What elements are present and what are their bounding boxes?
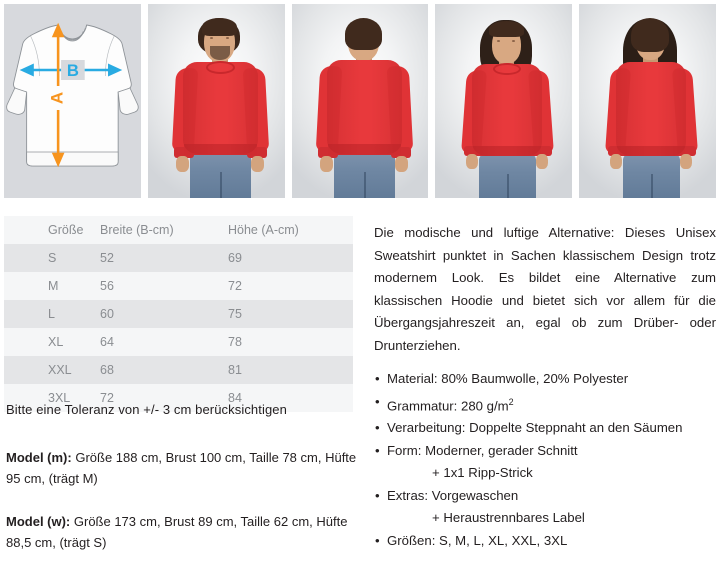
table-header-row: Größe Breite (B-cm) Höhe (A-cm)	[4, 216, 353, 244]
feature-text: + Heraustrennbares Label	[432, 510, 585, 526]
cell-size: 3XL	[48, 391, 71, 405]
cell-height: 69	[228, 251, 242, 265]
cell-size: XL	[48, 335, 64, 349]
diagram-width-label: B	[67, 61, 79, 80]
size-chart-table: Größe Breite (B-cm) Höhe (A-cm) S 52 69 …	[4, 216, 353, 412]
feature-text: Größen: S, M, L, XL, XXL, 3XL	[387, 532, 568, 548]
model-female-front-figure	[435, 4, 572, 198]
feature-form: Form: Moderner, gerader Schnitt	[374, 440, 718, 463]
feature-text: Material: 80% Baumwolle, 20% Polyester	[387, 371, 629, 386]
cell-height: 81	[228, 363, 242, 377]
product-image-gallery: B A	[4, 4, 716, 198]
table-row: S 52 69	[4, 244, 353, 272]
model-male-values: Größe 188 cm, Brust 100 cm, Taille 78 cm…	[6, 450, 357, 486]
model-male-front-figure	[148, 4, 285, 198]
model-female-values: Größe 173 cm, Brust 89 cm, Taille 62 cm,…	[6, 514, 348, 550]
cell-height: 84	[228, 391, 242, 405]
cell-size: L	[48, 307, 55, 321]
cell-width: 60	[100, 307, 114, 321]
cell-width: 72	[100, 391, 114, 405]
table-row: M 56 72	[4, 272, 353, 300]
gallery-panel-technical-drawing[interactable]: B A	[4, 4, 141, 198]
model-male-label: Model (m):	[6, 450, 72, 465]
model-male-measurements: Model (m): Größe 188 cm, Brust 100 cm, T…	[6, 447, 358, 489]
gallery-panel-male-front[interactable]	[147, 4, 285, 198]
cell-size: M	[48, 279, 59, 293]
column-header-size: Größe	[48, 223, 84, 237]
model-female-back-figure	[579, 4, 716, 198]
feature-text: + 1x1 Ripp-Strick	[432, 465, 533, 481]
cell-width: 64	[100, 335, 114, 349]
feature-text: Extras: Vorgewaschen	[387, 487, 519, 503]
product-description: Die modische und luftige Alternative: Di…	[374, 225, 716, 353]
model-female-label: Model (w):	[6, 514, 71, 529]
cell-size: S	[48, 251, 57, 265]
feature-material: Material: 80% Baumwolle, 20% Polyester	[374, 368, 718, 391]
size-chart-body: S 52 69 M 56 72 L 60 75 XL 64 78 XXL 68	[4, 244, 353, 412]
model-female-measurements: Model (w): Größe 173 cm, Brust 89 cm, Ta…	[6, 511, 358, 553]
column-header-height: Höhe (A-cm)	[228, 223, 299, 237]
cell-height: 72	[228, 279, 242, 293]
table-row: L 60 75	[4, 300, 353, 328]
feature-form-sub: + 1x1 Ripp-Strick	[374, 462, 718, 485]
column-header-width: Breite (B-cm)	[100, 223, 174, 237]
table-row: XL 64 78	[4, 328, 353, 356]
tolerance-note: Bitte eine Toleranz von +/- 3 cm berücks…	[6, 402, 287, 417]
diagram-height-label: A	[48, 92, 67, 104]
cell-width: 56	[100, 279, 114, 293]
feature-grammage: Grammatur: 280 g/m2	[374, 391, 718, 418]
cell-height: 75	[228, 307, 242, 321]
cell-width: 52	[100, 251, 114, 265]
feature-sizes: Größen: S, M, L, XL, XXL, 3XL	[374, 530, 718, 553]
table-row: XXL 68 81	[4, 356, 353, 384]
cell-size: XXL	[48, 363, 72, 377]
sweatshirt-measurement-diagram: B A	[6, 22, 139, 168]
feature-extras: Extras: Vorgewaschen	[374, 485, 718, 508]
feature-text: Grammatur: 280 g/m	[387, 397, 509, 413]
feature-processing: Verarbeitung: Doppelte Steppnaht an den …	[374, 417, 718, 440]
gallery-panel-male-back[interactable]	[291, 4, 429, 198]
cell-width: 68	[100, 363, 114, 377]
gallery-panel-female-front[interactable]	[435, 4, 573, 198]
feature-extras-sub: + Heraustrennbares Label	[374, 507, 718, 530]
feature-superscript: 2	[508, 396, 514, 407]
feature-text: Form: Moderner, gerader Schnitt	[387, 442, 578, 458]
product-feature-list: Material: 80% Baumwolle, 20% Polyester G…	[374, 368, 718, 552]
model-male-back-figure	[292, 4, 429, 198]
table-row: 3XL 72 84	[4, 384, 353, 412]
gallery-panel-female-back[interactable]	[579, 4, 716, 198]
size-chart-header: Größe Breite (B-cm) Höhe (A-cm)	[4, 216, 353, 244]
cell-height: 78	[228, 335, 242, 349]
feature-text: Verarbeitung: Doppelte Steppnaht an den …	[387, 420, 683, 436]
